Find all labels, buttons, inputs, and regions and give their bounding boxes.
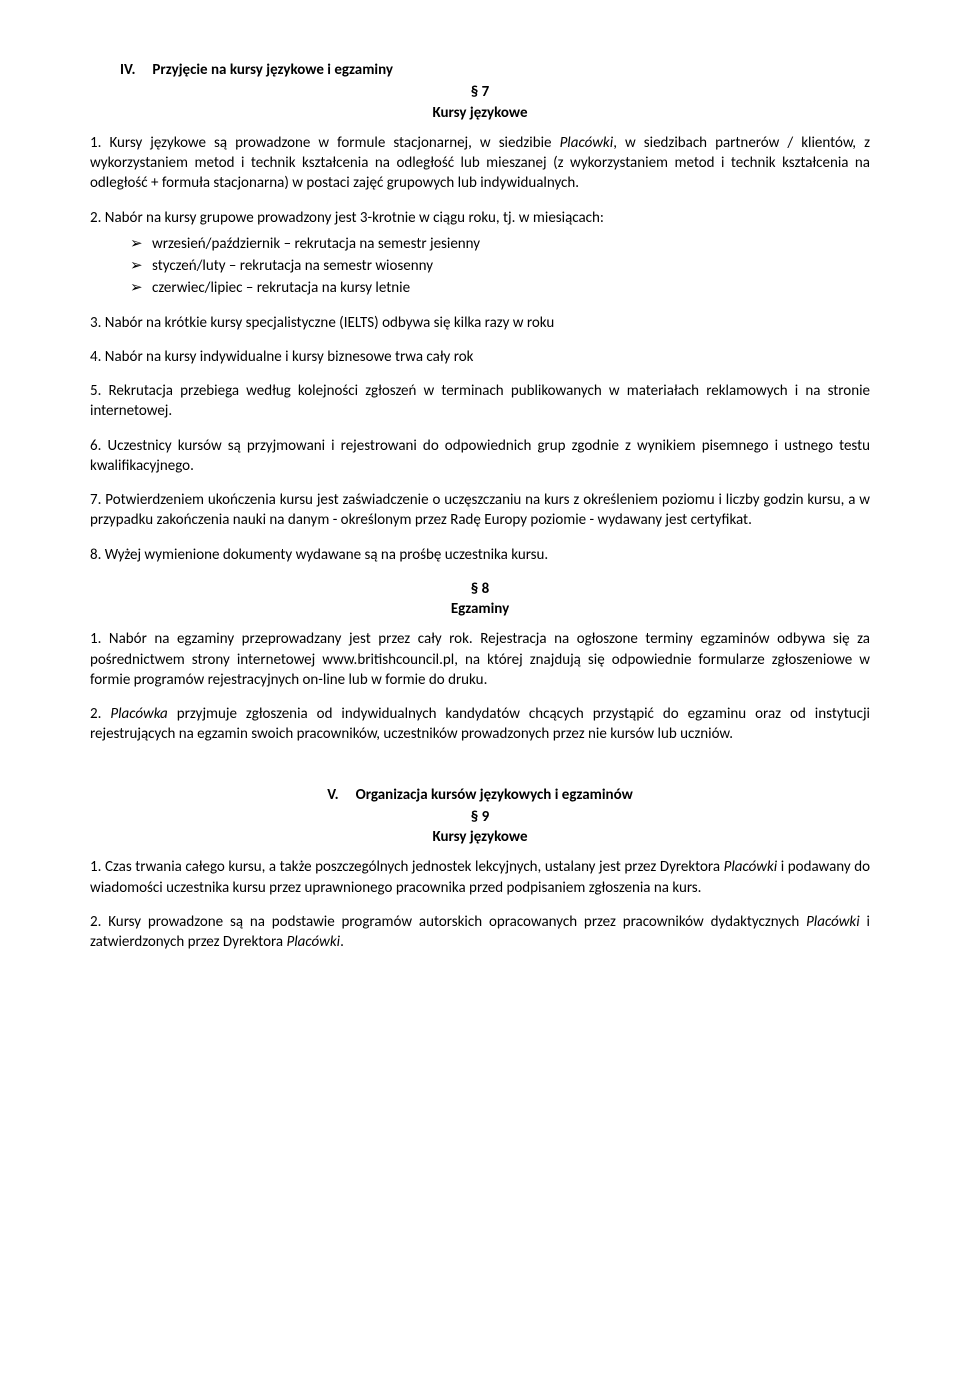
list-item: 4. Nabór na kursy indywidualne i kursy b… [90, 347, 870, 367]
list-item: 8. Wyżej wymienione dokumenty wydawane s… [90, 545, 870, 565]
p7-list: 1. Kursy językowe są prowadzone w formul… [90, 133, 870, 565]
section-roman: V. [327, 786, 338, 804]
p8-list: 1. Nabór na egzaminy przeprowadzany jest… [90, 629, 870, 744]
paragraph-7-title: Kursy językowe [90, 103, 870, 123]
list-item: 1. Czas trwania całego kursu, a także po… [90, 857, 870, 898]
item-text: Rekrutacja przebiega według kolejności z… [90, 382, 870, 420]
section-title: Przyjęcie na kursy językowe i egzaminy [152, 61, 393, 79]
item-text: Nabór na krótkie kursy specjalistyczne (… [105, 314, 555, 332]
list-item: 1. Kursy językowe są prowadzone w formul… [90, 133, 870, 194]
list-item: 2. Placówka przyjmuje zgłoszenia od indy… [90, 704, 870, 745]
paragraph-8-title: Egzaminy [90, 599, 870, 619]
paragraph-7-num: § 7 [90, 82, 870, 102]
item-text: Uczestnicy kursów są przyjmowani i rejes… [90, 437, 870, 475]
list-item: 6. Uczestnicy kursów są przyjmowani i re… [90, 436, 870, 477]
section-roman: IV. [120, 61, 135, 79]
section-4-heading: IV. Przyjęcie na kursy językowe i egzami… [120, 60, 870, 80]
list-item: 3. Nabór na krótkie kursy specjalistyczn… [90, 313, 870, 333]
item-text: Nabór na kursy indywidualne i kursy bizn… [105, 348, 474, 366]
paragraph-8-num: § 8 [90, 579, 870, 599]
section-5-heading: V. Organizacja kursów językowych i egzam… [90, 785, 870, 805]
list-item: 1. Nabór na egzaminy przeprowadzany jest… [90, 629, 870, 690]
p9-list: 1. Czas trwania całego kursu, a także po… [90, 857, 870, 952]
section-title: Organizacja kursów językowych i egzaminó… [356, 786, 633, 804]
list-item: 7. Potwierdzeniem ukończenia kursu jest … [90, 490, 870, 531]
item-text: Nabór na kursy grupowe prowadzony jest 3… [105, 209, 604, 227]
bullet-list: wrzesień/październik – rekrutacja na sem… [90, 234, 870, 299]
item-text: Potwierdzeniem ukończenia kursu jest zaś… [90, 491, 870, 529]
paragraph-9-title: Kursy językowe [90, 827, 870, 847]
item-text: Wyżej wymienione dokumenty wydawane są n… [105, 546, 548, 564]
bullet-item: styczeń/luty – rekrutacja na semestr wio… [130, 256, 870, 276]
list-item: 5. Rekrutacja przebiega według kolejnośc… [90, 381, 870, 422]
list-item: 2. Kursy prowadzone są na podstawie prog… [90, 912, 870, 953]
paragraph-9-num: § 9 [90, 807, 870, 827]
item-text: Nabór na egzaminy przeprowadzany jest pr… [90, 630, 870, 689]
bullet-item: czerwiec/lipiec – rekrutacja na kursy le… [130, 278, 870, 298]
bullet-item: wrzesień/październik – rekrutacja na sem… [130, 234, 870, 254]
list-item: 2. Nabór na kursy grupowe prowadzony jes… [90, 208, 870, 299]
